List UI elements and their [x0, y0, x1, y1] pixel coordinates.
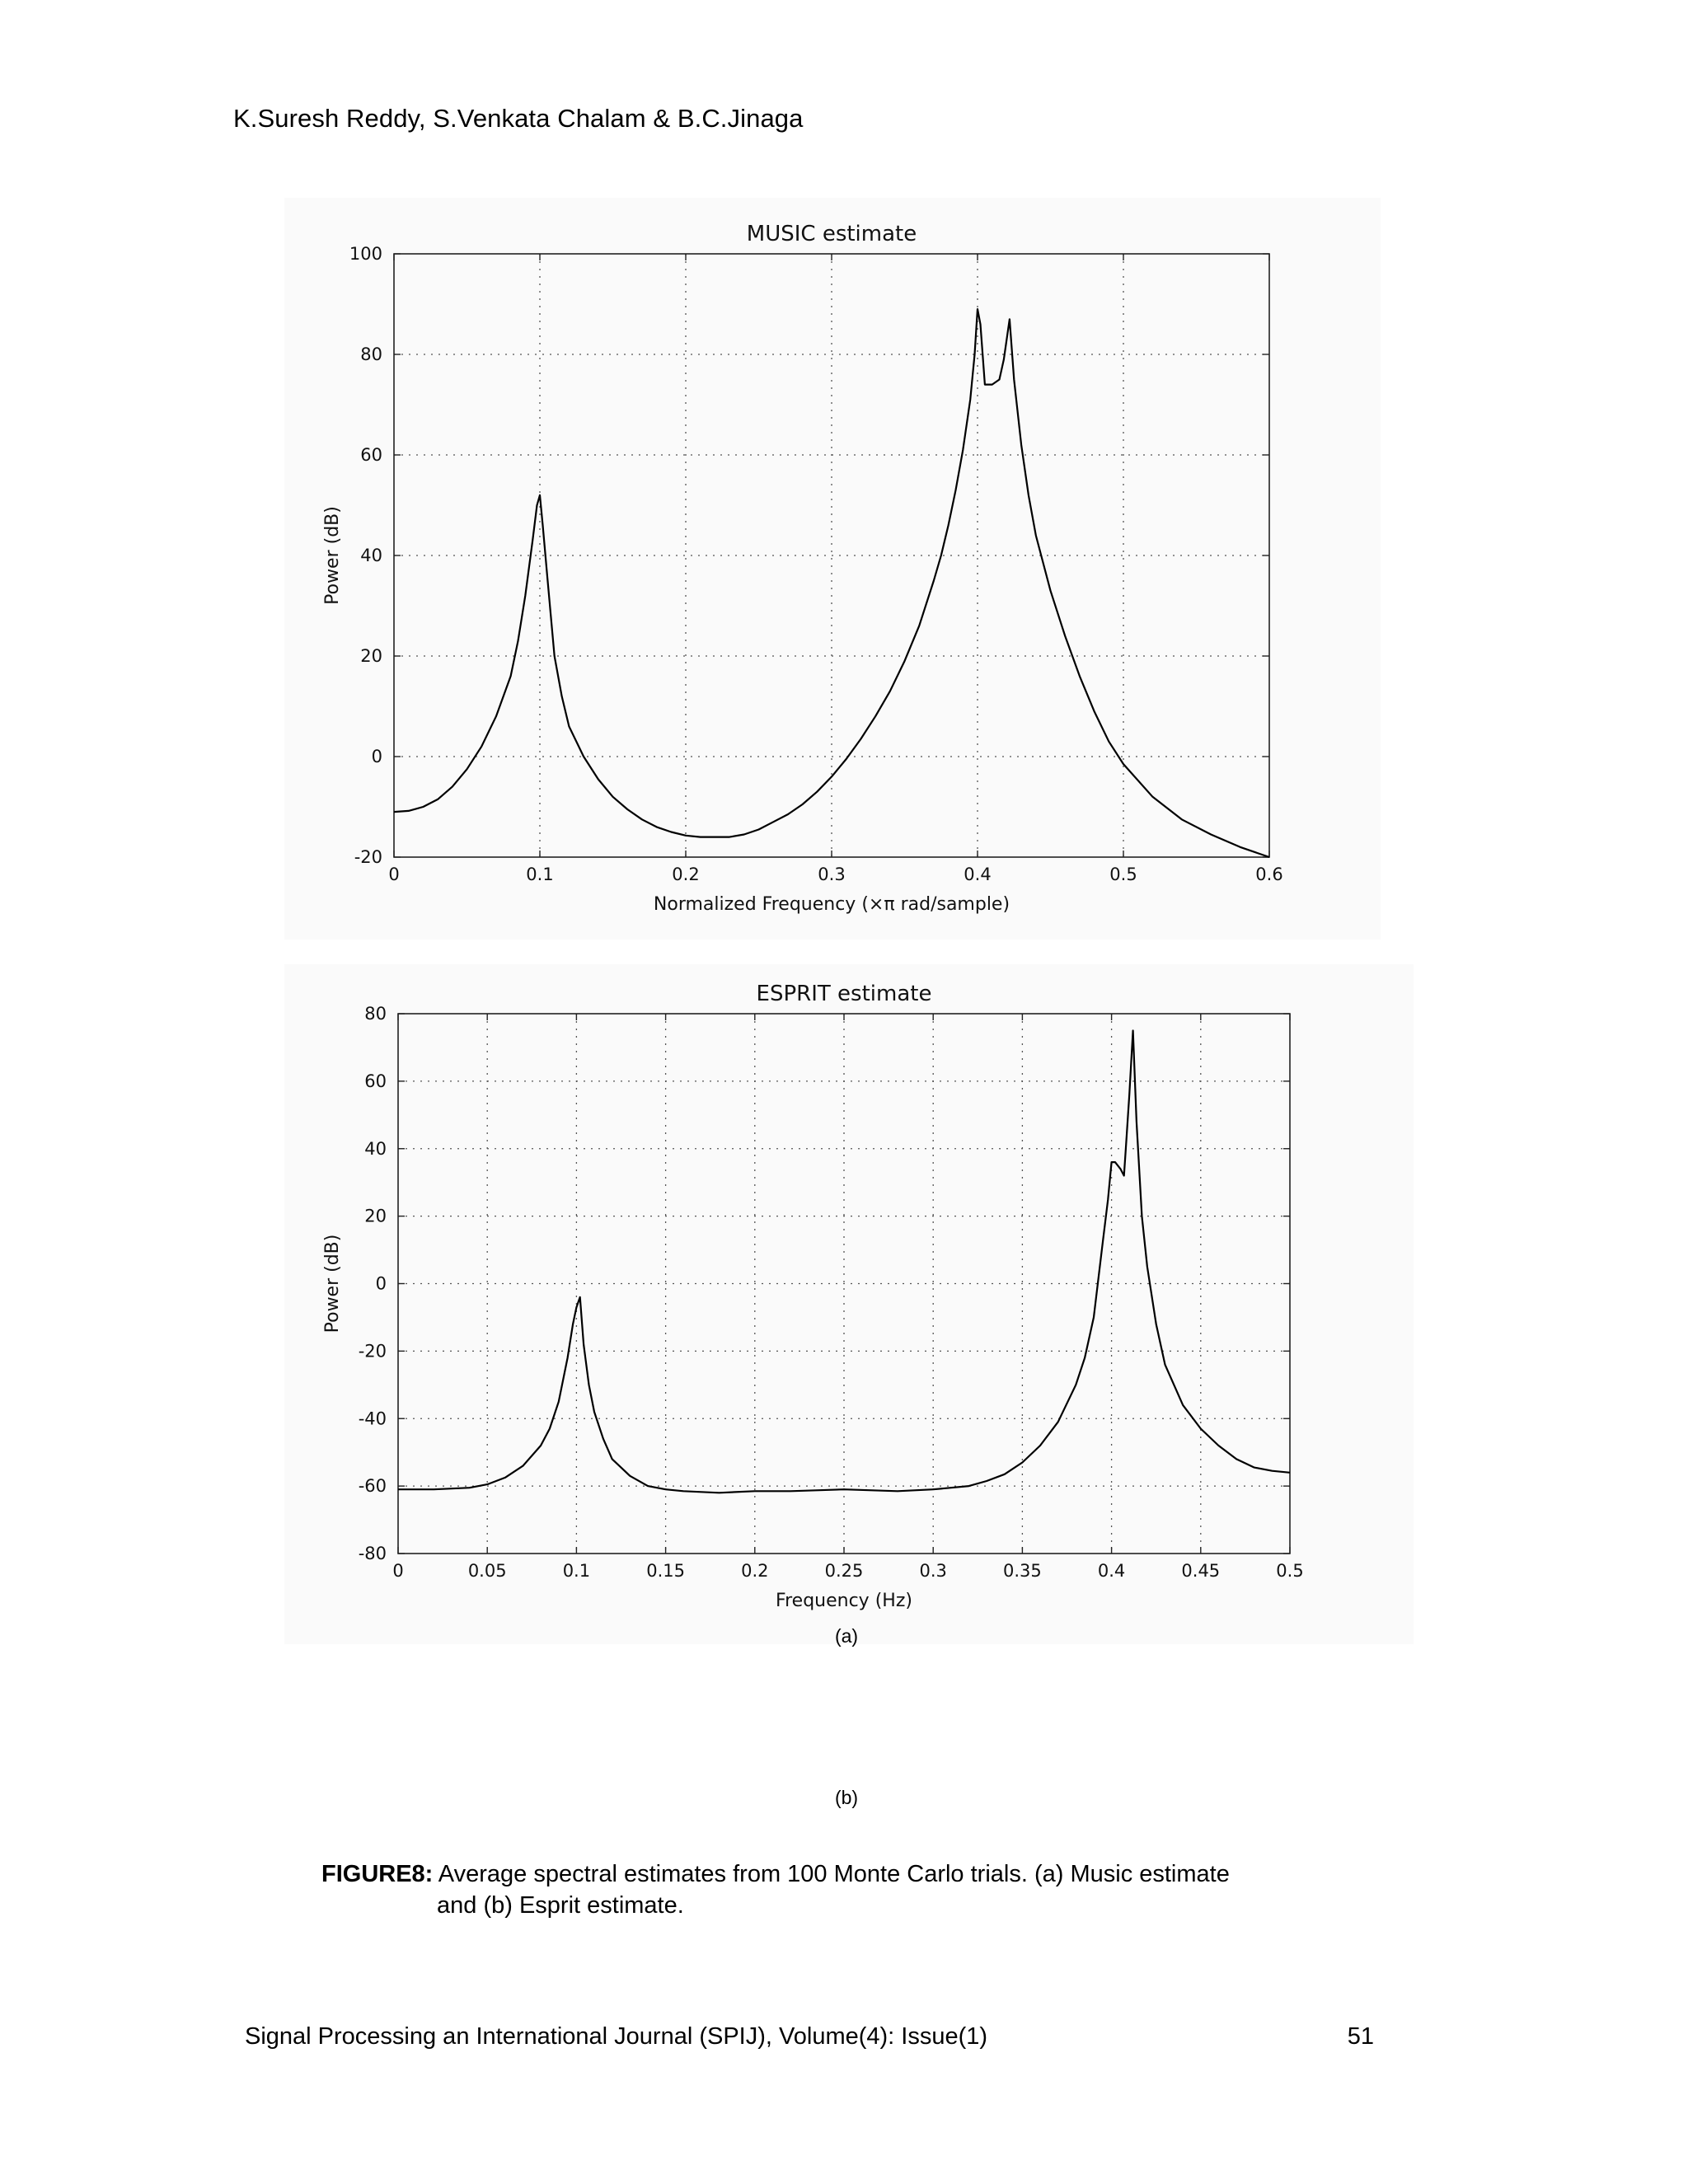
x-tick-label: 0.4 [964, 865, 991, 884]
y-tick-label: 80 [364, 1004, 387, 1024]
caption-text-line2: and (b) Esprit estimate. [437, 1892, 684, 1919]
y-tick-label: -20 [359, 1341, 387, 1361]
esprit-estimate-chart: 0 0.05 0.1 0.15 0.2 0.25 0.3 0.35 0.4 0.45 0.5 -80 -… [322, 982, 1304, 1611]
y-tick-label: 40 [364, 1139, 387, 1159]
series-line-0 [393, 308, 1270, 859]
y-tick-label: 100 [349, 244, 382, 264]
esprit-estimate-figure: 0 0.05 0.1 0.15 0.2 0.25 0.3 0.35 0.4 0.45 0.5 -80 -… [284, 964, 1414, 1644]
x-tick-label: 0.3 [919, 1561, 946, 1581]
footer-journal: Signal Processing an International Journ… [245, 2023, 988, 2050]
subfigure-label-b: (b) [834, 1787, 859, 1808]
x-tick-label: 0 [392, 1561, 403, 1581]
x-tick-label: 0.2 [672, 865, 699, 884]
x-tick-label: 0.3 [818, 865, 845, 884]
x-tick-label: 0.6 [1255, 865, 1282, 884]
x-tick-label: 0.15 [646, 1561, 685, 1581]
subfigure-label-a: (a) [834, 1625, 859, 1647]
music-estimate-figure: 0 0.1 0.2 0.3 0.4 0.5 0.6 -20 0 20 40 60 80 100 MUSIC … [284, 198, 1381, 940]
y-tick-label: 80 [360, 344, 382, 364]
x-tick-label: 0.1 [526, 865, 553, 884]
chart-title: ESPRIT estimate [757, 982, 932, 1006]
y-tick-label: 40 [360, 546, 382, 565]
x-tick-label: 0.1 [563, 1561, 590, 1581]
y-tick-label: 20 [360, 646, 382, 666]
page-number: 51 [1347, 2023, 1374, 2050]
y-tick-label: 60 [364, 1071, 387, 1091]
x-tick-label: 0.5 [1276, 1561, 1303, 1581]
x-axis-label: Frequency (Hz) [776, 1591, 912, 1611]
y-axis-label: Power (dB) [322, 1235, 343, 1333]
x-tick-label: 0 [388, 865, 399, 884]
x-tick-label: 0.5 [1109, 865, 1137, 884]
x-tick-label: 0.35 [1003, 1561, 1042, 1581]
page-footer: Signal Processing an International Journ… [245, 2023, 1374, 2050]
figure-caption: FIGURE8: Average spectral estimates from… [321, 1858, 1393, 1921]
series-line-0 [398, 1029, 1291, 1494]
x-tick-label: 0.05 [468, 1561, 507, 1581]
x-tick-label: 0.45 [1181, 1561, 1220, 1581]
chart-title: MUSIC estimate [747, 222, 917, 246]
y-tick-label: 0 [376, 1274, 387, 1294]
x-tick-label: 0.4 [1098, 1561, 1125, 1581]
y-tick-label: 60 [360, 445, 382, 465]
x-tick-label: 0.2 [741, 1561, 768, 1581]
y-tick-label: -20 [354, 847, 382, 867]
x-axis-label: Normalized Frequency (×π rad/sample) [654, 894, 1010, 915]
y-tick-label: 0 [372, 747, 382, 766]
y-tick-label: 20 [364, 1207, 387, 1226]
x-tick-label: 0.25 [825, 1561, 864, 1581]
caption-text-line1: Average spectral estimates from 100 Mont… [433, 1861, 1230, 1887]
y-tick-label: -60 [359, 1476, 387, 1496]
y-tick-label: -40 [359, 1408, 387, 1428]
caption-label: FIGURE8: [321, 1861, 434, 1887]
music-estimate-chart: 0 0.1 0.2 0.3 0.4 0.5 0.6 -20 0 20 40 60 80 100 MUSIC … [322, 222, 1283, 915]
y-tick-label: -80 [359, 1544, 387, 1563]
page-header-authors: K.Suresh Reddy, S.Venkata Chalam & B.C.J… [233, 104, 804, 133]
y-axis-label: Power (dB) [322, 506, 343, 605]
